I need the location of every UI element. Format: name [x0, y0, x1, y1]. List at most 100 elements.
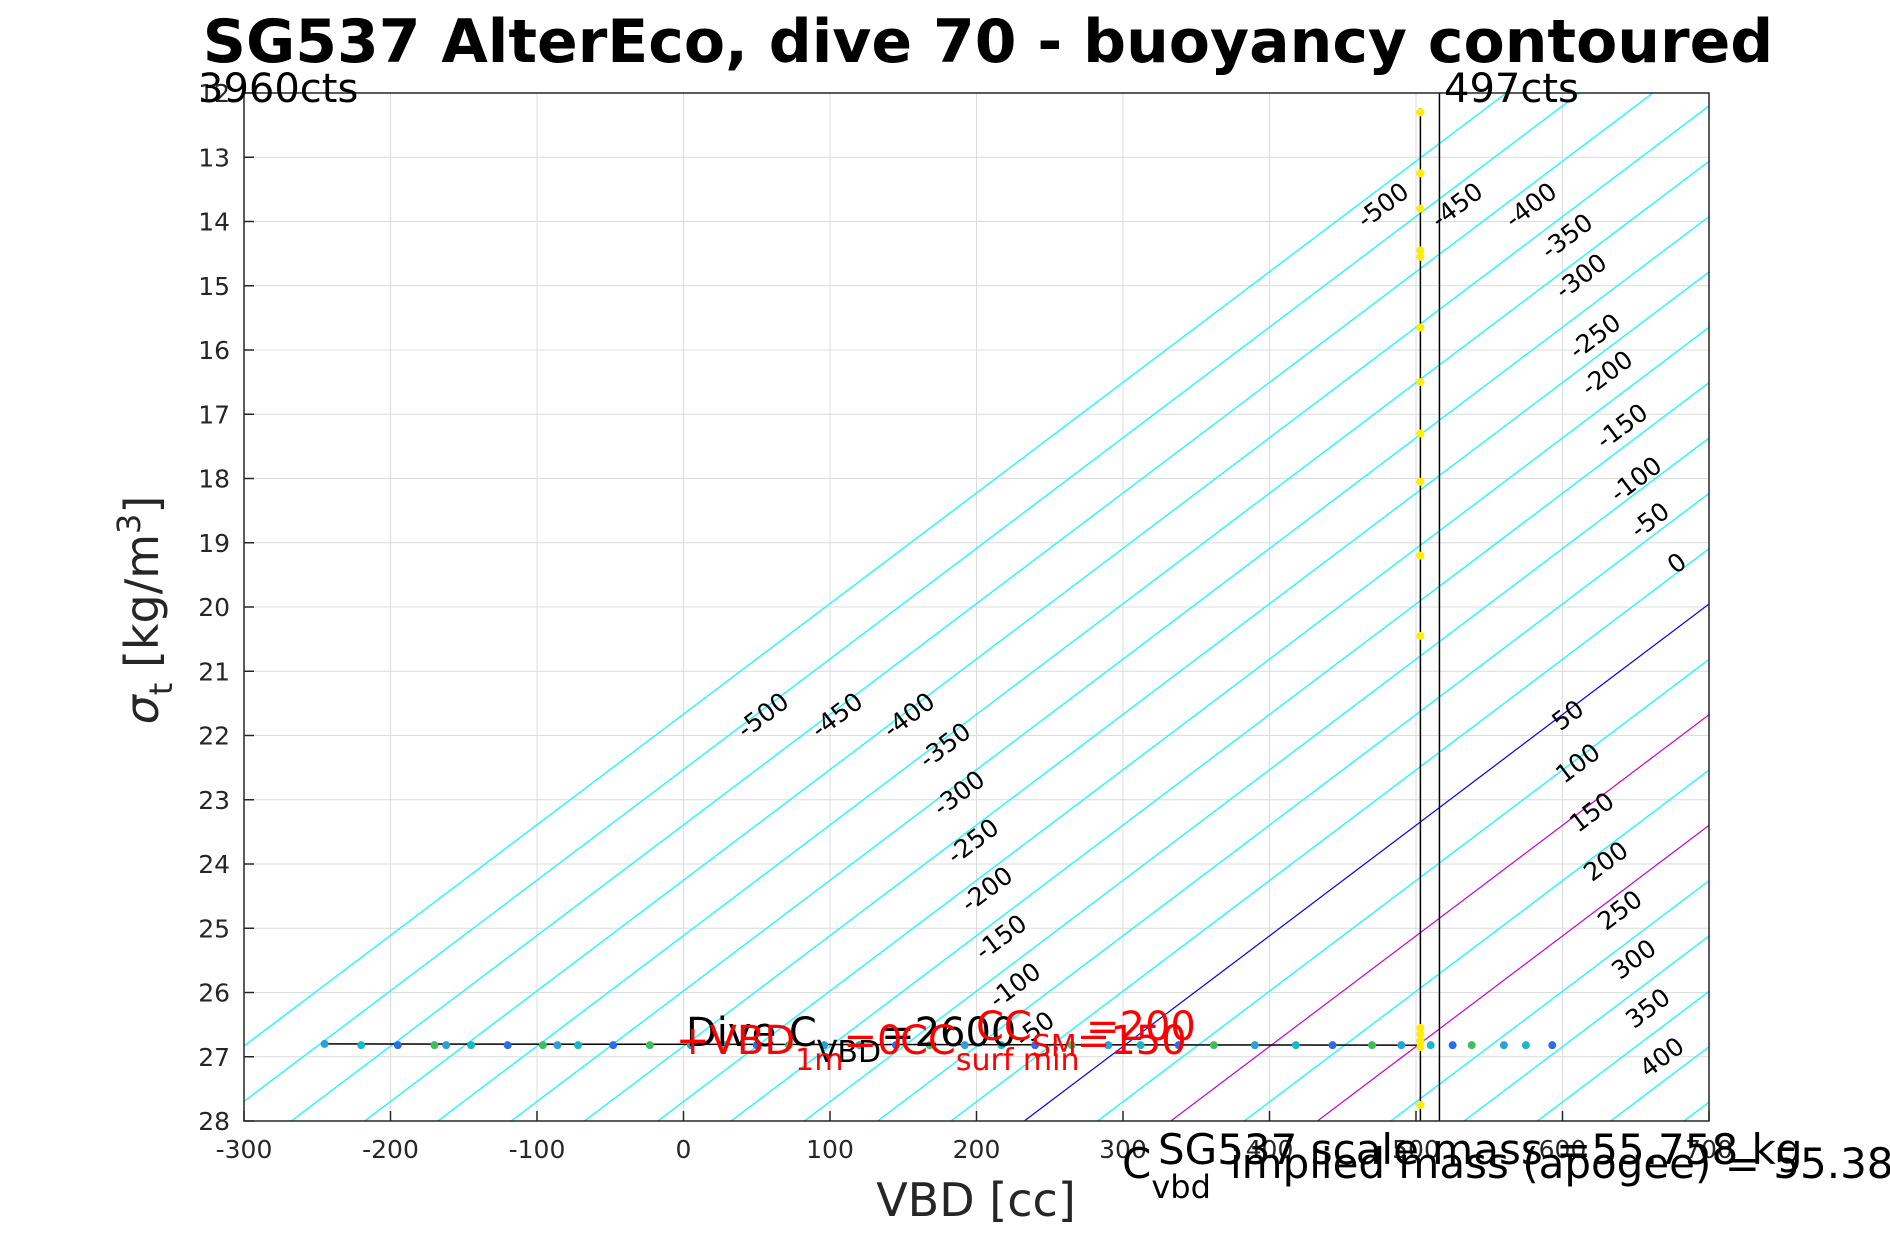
contour-line: [1744, 0, 1890, 1131]
svg-text:σt [kg/m3]: σt [kg/m3]: [110, 496, 180, 725]
dive-point: [393, 1041, 402, 1050]
chart-title: SG537 AlterEco, dive 70 - buoyancy conto…: [203, 7, 1774, 77]
y-tick-label: 20: [198, 593, 230, 622]
contour-line: [730, 381, 1709, 1121]
dive-point: [1499, 1041, 1508, 1050]
climb-point: [1416, 429, 1425, 438]
y-tick-label: 19: [198, 529, 230, 558]
y-tick-label: 28: [198, 1107, 230, 1136]
contour-line-group: [244, 0, 1890, 1131]
contour-line: [244, 93, 1581, 1103]
footer-cvbd: Cvbd: [1122, 1139, 1211, 1206]
y-axis-label-sub: t: [142, 683, 180, 696]
x-tick-label: -100: [509, 1135, 566, 1164]
dive-point: [1067, 1041, 1076, 1050]
contour-line: [803, 437, 1709, 1121]
right-counts-label: 497cts: [1444, 66, 1579, 112]
contour-line: [1243, 769, 1709, 1121]
dive-point: [645, 1041, 654, 1050]
svg-text:+VBD1m=0: +VBD1m=0: [676, 1018, 902, 1078]
svg-text:Dive CVBD=2600: Dive CVBD=2600: [686, 1010, 1016, 1070]
dive-point: [1521, 1041, 1530, 1050]
climb-point: [1416, 378, 1425, 387]
x-axis-label: VBD [cc]: [876, 1173, 1076, 1227]
contour-line: [949, 547, 1709, 1121]
dive-point: [1448, 1041, 1457, 1050]
left-counts-label: 3960cts: [198, 66, 358, 112]
cc-sm-text: CC: [976, 1004, 1032, 1050]
dive-c-sub: VBD: [817, 1035, 881, 1070]
dive-point: [574, 1041, 583, 1050]
cc-sm-sub: SM: [1032, 1029, 1077, 1064]
cc-surf-sub: surf min: [956, 1043, 1080, 1078]
climb-point: [1416, 551, 1425, 560]
x-tick-label: 700: [1685, 1135, 1733, 1164]
x-tick-label: 100: [806, 1135, 854, 1164]
y-axis-label-close: ]: [115, 496, 169, 514]
climb-point: [1416, 252, 1425, 261]
y-tick-label: 18: [198, 465, 230, 494]
dive-point: [442, 1041, 451, 1050]
y-tick-label: 16: [198, 336, 230, 365]
x-tick-label: -300: [216, 1135, 273, 1164]
contour-line: [1096, 658, 1709, 1121]
dive-point: [430, 1041, 439, 1050]
y-tick-label: 14: [198, 208, 230, 237]
cc-sm-value: =150: [1077, 1018, 1187, 1064]
y-tick-label: 21: [198, 657, 230, 686]
cc-surf-value: =200: [1086, 1004, 1196, 1050]
climb-point: [1416, 108, 1425, 117]
footer-c: C: [1122, 1139, 1151, 1188]
cc-surf-text: CC: [900, 1018, 956, 1064]
dive-point: [855, 1041, 864, 1050]
dive-point: [1548, 1041, 1557, 1050]
dive-point: [320, 1039, 329, 1048]
y-axis-label: σt [kg/m3]: [110, 496, 180, 725]
y-tick-label: 23: [198, 786, 230, 815]
x-tick-label: 400: [1246, 1135, 1294, 1164]
dive-point: [1209, 1041, 1218, 1050]
dive-point: [1291, 1041, 1300, 1050]
svg-text:CCSM=150: CCSM=150: [976, 1004, 1187, 1064]
y-tick-label: 27: [198, 1043, 230, 1072]
dive-point: [357, 1041, 366, 1050]
data-points: [320, 108, 1557, 1109]
dive-point: [1136, 1041, 1145, 1050]
svg-text:CCsurf min: CCsurf min: [900, 1018, 1080, 1078]
dive-point: [1328, 1041, 1337, 1050]
dive-point: [1174, 1041, 1183, 1050]
dive-point: [820, 1041, 829, 1050]
dive-point: [1250, 1041, 1259, 1050]
climb-point: [1416, 246, 1425, 255]
climb-point: [1416, 1030, 1425, 1039]
dive-point: [1031, 1041, 1040, 1050]
climb-point: [1416, 631, 1425, 640]
footer-c-sub: vbd: [1151, 1168, 1211, 1206]
climb-point: [1416, 1043, 1425, 1052]
y-tick-label: 15: [198, 272, 230, 301]
contour-line: [1817, 0, 1890, 1131]
climb-point: [1416, 1036, 1425, 1045]
climb-point: [1416, 323, 1425, 332]
vbd-1m-value: =0: [843, 1018, 902, 1064]
contour-line: [583, 271, 1709, 1121]
x-tick-label: 300: [1099, 1135, 1147, 1164]
y-tick-label: 24: [198, 850, 230, 879]
dive-point: [1426, 1041, 1435, 1050]
dive-c-value: =2600: [881, 1010, 1016, 1056]
dive-point: [997, 1041, 1006, 1050]
climb-point: [1416, 1023, 1425, 1032]
vbd-1m-annotation: +VBD1m=0: [676, 1018, 902, 1078]
dive-point: [553, 1041, 562, 1050]
dive-point: [720, 1041, 729, 1050]
svg-text:Cvbd: Cvbd: [1122, 1139, 1211, 1206]
vbd-1m-text: +VBD: [676, 1018, 795, 1064]
x-tick-label: 0: [676, 1135, 692, 1164]
y-tick-label: 13: [198, 143, 230, 172]
dive-point: [609, 1041, 618, 1050]
x-tick-label: -200: [362, 1135, 419, 1164]
dive-point: [1368, 1041, 1377, 1050]
cc-surf-min-annotation: CCsurf min =200: [900, 1004, 1196, 1078]
dive-point: [503, 1041, 512, 1050]
dive-point: [467, 1041, 476, 1050]
